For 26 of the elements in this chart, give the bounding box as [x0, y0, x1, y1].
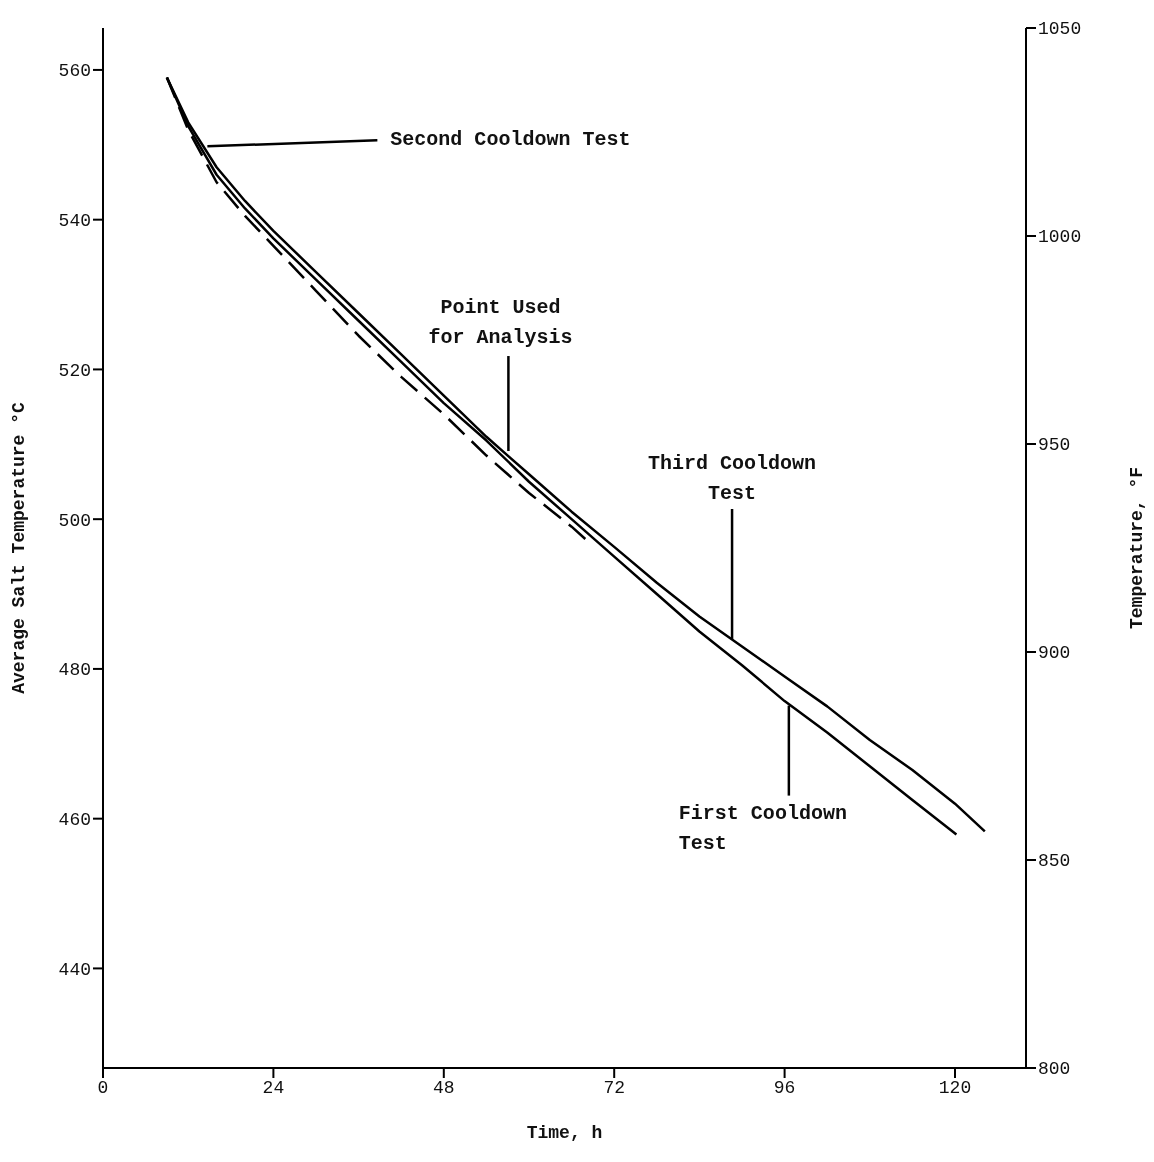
y-tick-label: 560	[58, 61, 91, 82]
y2-tick-label: 900	[1038, 643, 1071, 664]
x-tick-label: 48	[433, 1077, 455, 1098]
x-tick-label: 0	[97, 1077, 109, 1098]
y2-tick-label: 1050	[1038, 19, 1082, 40]
y2-tick-label: 850	[1038, 851, 1071, 872]
y2-tick-label: 800	[1038, 1059, 1071, 1080]
x-axis-title: Time, h	[526, 1123, 603, 1143]
y-tick-label: 520	[58, 360, 91, 381]
y2-tick-label: 1000	[1038, 227, 1082, 248]
annotation: First Cooldown Test	[678, 801, 847, 855]
y-tick-label: 500	[58, 510, 91, 531]
x-tick-label: 96	[773, 1077, 796, 1098]
x-tick-label: 24	[262, 1077, 285, 1098]
y-tick-label: 460	[58, 810, 91, 831]
y-tick-label: 540	[58, 211, 91, 232]
y2-axis-title: Temperature, °F	[1127, 466, 1148, 630]
annotation: Second Cooldown Test	[390, 128, 631, 152]
y2-tick-label: 950	[1038, 435, 1071, 456]
annotation: Point Used for Analysis	[428, 296, 573, 350]
x-tick-label: 72	[603, 1077, 625, 1098]
y-axis-title: Average Salt Temperature °C	[9, 401, 30, 694]
x-tick-label: 120	[938, 1077, 972, 1098]
annotation: Third Cooldown Test	[648, 451, 817, 505]
y-tick-label: 480	[58, 660, 91, 681]
y-tick-label: 440	[58, 959, 91, 980]
